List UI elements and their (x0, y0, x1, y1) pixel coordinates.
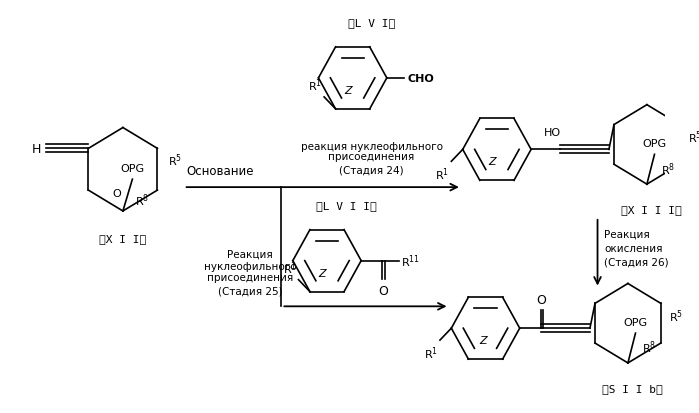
Text: (Стадия 26): (Стадия 26) (604, 257, 669, 267)
Text: Реакция: Реакция (604, 229, 650, 239)
Text: (Стадия 25): (Стадия 25) (218, 286, 282, 296)
Text: OPG: OPG (120, 164, 145, 174)
Text: OPG: OPG (624, 318, 647, 328)
Text: реакция нуклеофильного: реакция нуклеофильного (301, 142, 442, 152)
Text: R$^1$: R$^1$ (308, 77, 322, 94)
Text: （X I I I）: （X I I I） (621, 204, 682, 214)
Text: Z: Z (319, 268, 326, 278)
Text: （L V I I）: （L V I I） (315, 200, 376, 211)
Text: O: O (113, 189, 121, 199)
Text: （L V I）: （L V I） (348, 18, 395, 28)
Text: присоединения: присоединения (329, 152, 415, 162)
Text: O: O (537, 294, 547, 306)
Text: Z: Z (344, 85, 352, 95)
Text: OPG: OPG (642, 139, 667, 149)
Text: окисления: окисления (604, 243, 663, 253)
Text: R$^8$: R$^8$ (135, 192, 149, 208)
Text: R$^1$: R$^1$ (282, 259, 296, 276)
Text: CHO: CHO (408, 74, 434, 84)
Text: присоединения: присоединения (207, 273, 293, 283)
Text: Основание: Основание (186, 165, 254, 178)
Text: O: O (378, 285, 388, 298)
Text: (Стадия 24): (Стадия 24) (339, 165, 404, 175)
Text: R$^5$: R$^5$ (669, 307, 683, 324)
Text: Z: Z (489, 157, 496, 167)
Text: H: H (31, 142, 41, 156)
Text: R$^{11}$: R$^{11}$ (401, 253, 420, 269)
Text: Реакция: Реакция (227, 249, 273, 259)
Text: HO: HO (543, 128, 561, 138)
Text: Z: Z (479, 335, 487, 345)
Text: R$^1$: R$^1$ (435, 166, 449, 183)
Text: R$^1$: R$^1$ (424, 344, 438, 361)
Text: нуклеофильного: нуклеофильного (204, 261, 296, 271)
Text: R$^8$: R$^8$ (661, 161, 675, 177)
Text: （X I I）: （X I I） (99, 233, 147, 243)
Text: R$^8$: R$^8$ (642, 339, 656, 356)
Text: R$^5$: R$^5$ (688, 129, 699, 145)
Text: （S I I b）: （S I I b） (603, 383, 663, 393)
Text: R$^5$: R$^5$ (168, 152, 182, 168)
